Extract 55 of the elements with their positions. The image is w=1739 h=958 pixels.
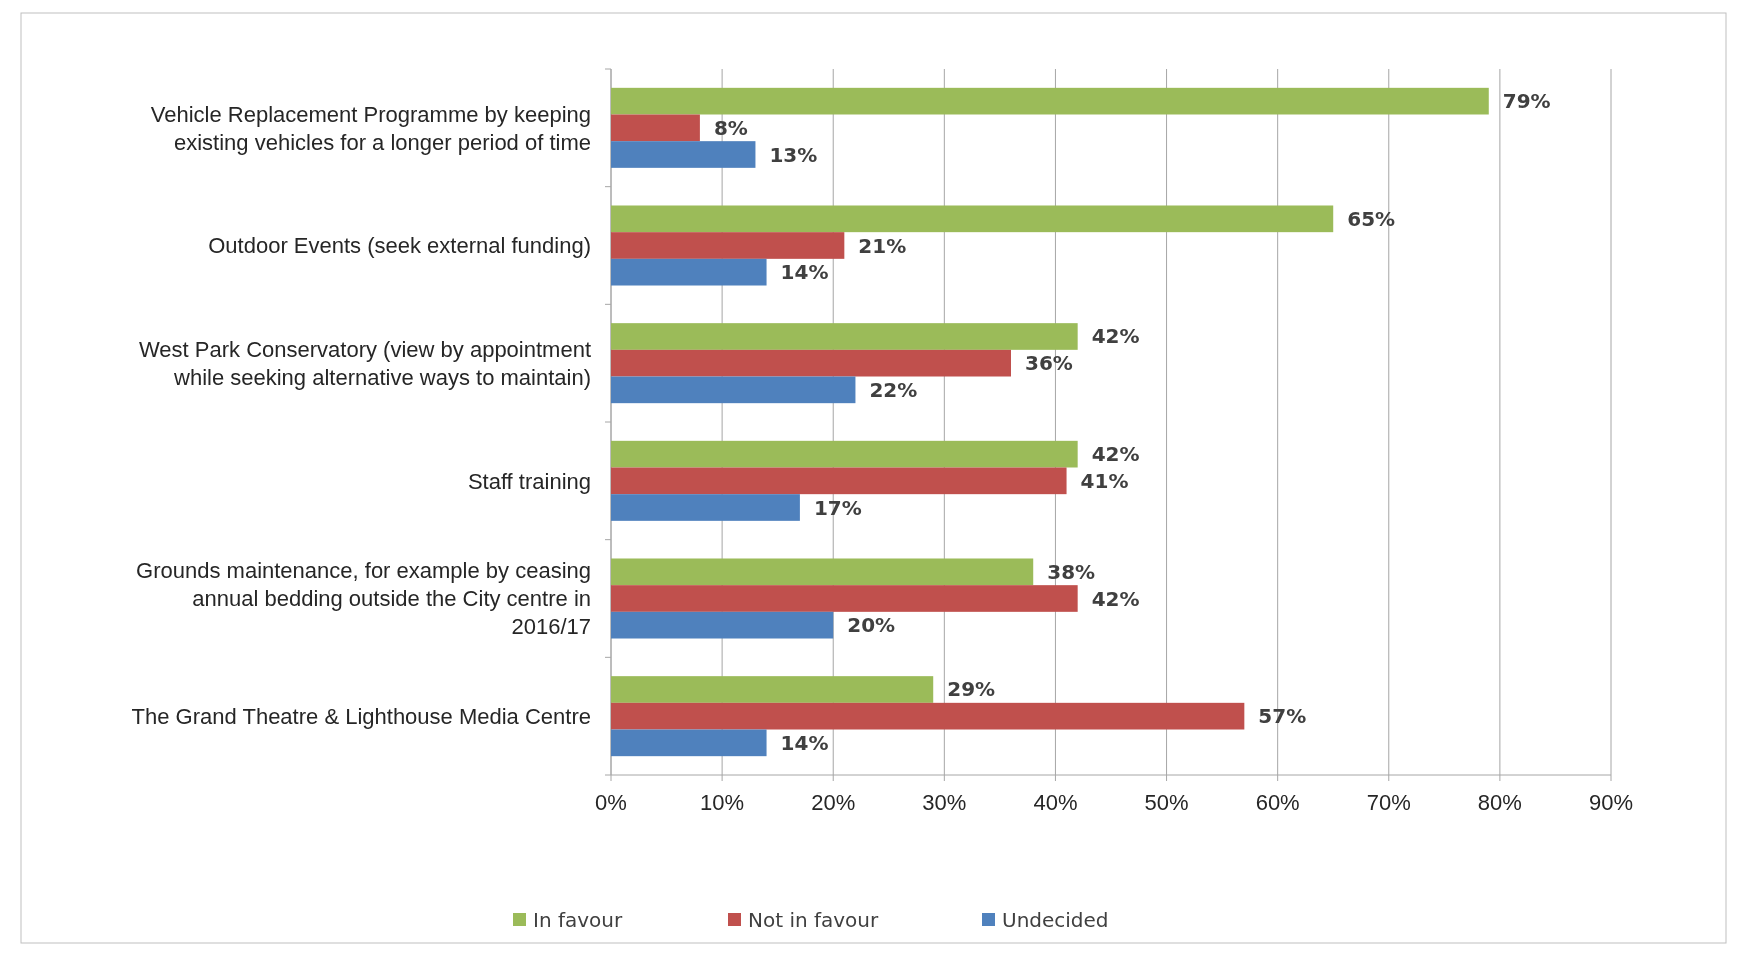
x-tick-label: 30% xyxy=(922,790,967,815)
y-tick-label: Grounds maintenance, for example by ceasing annual bedding outside the City centre in 2016/17 xyxy=(136,558,591,640)
x-tick-label: 60% xyxy=(1255,790,1300,815)
bar xyxy=(611,114,700,142)
bar xyxy=(611,205,1334,233)
text: 20% xyxy=(847,613,896,638)
text: 21% xyxy=(858,233,907,258)
bar xyxy=(611,87,1489,115)
text: 41% xyxy=(1080,468,1129,493)
bar xyxy=(611,467,1067,495)
text: 14% xyxy=(780,730,829,755)
x-tick-label: 70% xyxy=(1366,790,1411,815)
x-tick-label: 50% xyxy=(1144,790,1189,815)
legend-label: Undecided xyxy=(1002,908,1109,932)
bar xyxy=(611,376,856,404)
x-tick-label: 80% xyxy=(1477,790,1522,815)
text: 42% xyxy=(1091,442,1140,467)
bar xyxy=(611,494,800,521)
x-tick-label: 10% xyxy=(700,790,745,815)
bar xyxy=(611,558,1034,586)
text: 14% xyxy=(780,260,829,285)
text: 13% xyxy=(769,142,818,167)
bar xyxy=(611,729,767,757)
text: 8% xyxy=(713,115,748,140)
x-tick-label: 20% xyxy=(811,790,856,815)
text: 36% xyxy=(1025,351,1073,376)
y-tick-label: West Park Conservatory (view by appointment while seeking alternative ways to maintain) xyxy=(139,336,591,390)
text: 79% xyxy=(1502,89,1551,114)
bar xyxy=(611,141,756,168)
text: 22% xyxy=(869,377,918,402)
text: 65% xyxy=(1347,206,1396,231)
y-tick-label: Vehicle Replacement Programme by keeping existing vehicles for a longer period of time xyxy=(150,101,591,155)
text: 38% xyxy=(1047,559,1096,584)
bar xyxy=(611,258,767,286)
x-tick-label: 0% xyxy=(595,790,627,815)
bar xyxy=(611,440,1078,468)
y-tick-label: Outdoor Events (seek external funding) xyxy=(208,233,591,259)
bar xyxy=(611,676,934,703)
text: 17% xyxy=(813,495,862,520)
legend-label: In favour xyxy=(533,908,623,932)
x-tick-label: 40% xyxy=(1033,790,1078,815)
text: 42% xyxy=(1091,586,1140,611)
text: 42% xyxy=(1091,324,1140,349)
x-tick-label: 90% xyxy=(1588,790,1634,815)
bar xyxy=(611,611,834,639)
bar xyxy=(611,323,1078,350)
legend-label: Not in favour xyxy=(748,908,880,932)
text: 29% xyxy=(947,677,996,702)
bar xyxy=(611,585,1078,612)
text: 57% xyxy=(1258,704,1307,729)
bar xyxy=(611,702,1245,730)
bar xyxy=(611,349,1011,377)
y-tick-label: The Grand Theatre & Lighthouse Media Centre xyxy=(131,703,591,729)
y-tick-label: Staff training xyxy=(467,468,591,494)
bar xyxy=(611,232,845,259)
